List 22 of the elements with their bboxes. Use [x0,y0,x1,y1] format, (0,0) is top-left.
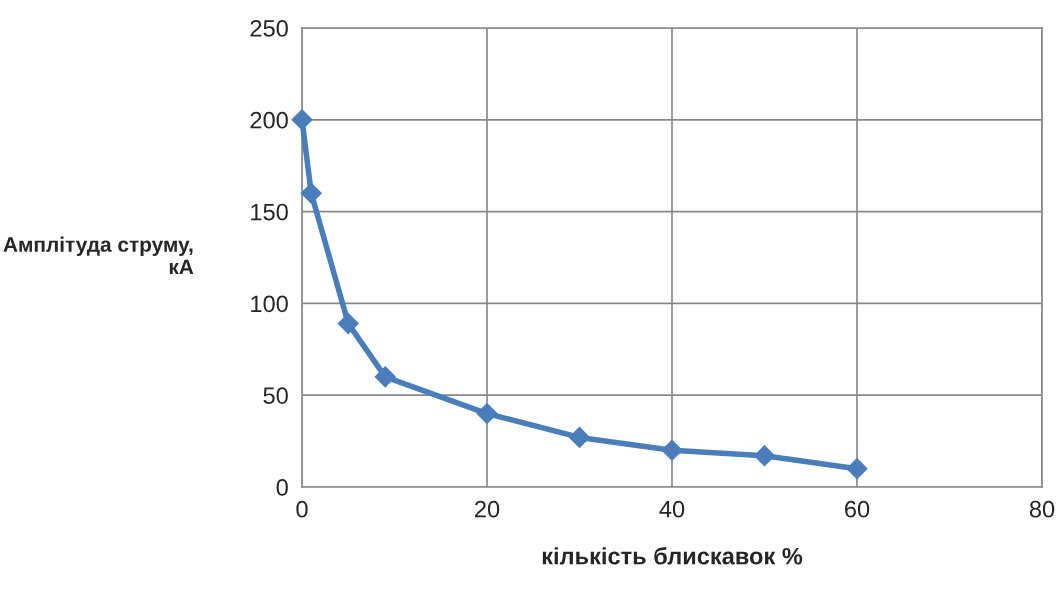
point [374,366,396,388]
point [568,426,591,448]
y-tick-label: 0 [276,479,288,496]
point [476,403,498,425]
point [661,439,683,461]
y-axis-title: Амплітуда струму, кА [3,236,194,275]
x-tick-label: 20 [475,500,500,518]
y-tick-label: 200 [250,111,288,129]
point [846,458,868,480]
y-tick-label: 100 [251,295,288,313]
y-tick-label: 150 [251,203,288,221]
x-axis-title: кількість блискавок % [542,547,803,565]
x-tick-label: 40 [659,500,685,518]
x-tick-label: 80 [1029,500,1055,518]
point [753,445,776,467]
point [291,109,313,131]
point [337,313,359,335]
x-tick-label: 0 [296,500,308,518]
point [300,182,322,204]
y-tick-label: 250 [250,20,288,37]
x-tick-label: 60 [845,500,870,518]
y-tick-label: 50 [263,387,288,404]
